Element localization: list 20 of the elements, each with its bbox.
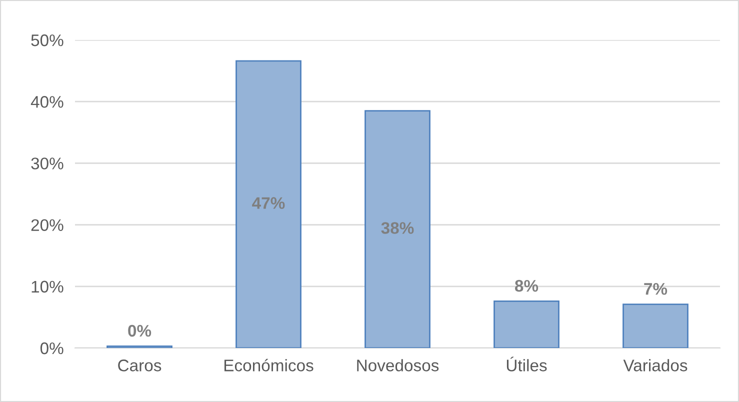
data-label: 0% — [128, 324, 152, 337]
bar — [494, 300, 560, 348]
y-tick-label: 50% — [31, 34, 64, 46]
y-tick-label: 30% — [31, 158, 64, 170]
bar — [622, 304, 688, 348]
data-label: 8% — [514, 280, 538, 292]
x-tick-label: Caros — [118, 360, 162, 372]
x-tick-label: Económicos — [224, 358, 314, 372]
x-tick-label: Variados — [623, 359, 688, 372]
bar — [236, 60, 302, 348]
data-label: 38% — [381, 222, 414, 234]
y-tick-label: 10% — [32, 280, 64, 293]
y-tick-label: 20% — [31, 219, 64, 232]
bar — [364, 110, 430, 348]
x-tick-label: Útiles — [506, 356, 547, 372]
x-tick-label: Novedosos — [357, 359, 439, 372]
data-label: 47% — [252, 197, 285, 209]
y-tick-label: 0% — [40, 342, 64, 354]
y-tick-label: 40% — [30, 96, 64, 108]
data-label: 7% — [644, 283, 668, 295]
